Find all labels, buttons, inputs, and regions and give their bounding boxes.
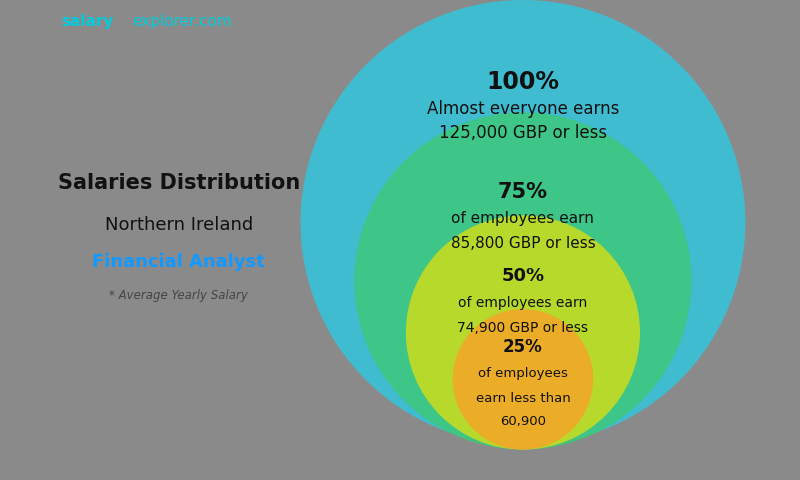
Text: 74,900 GBP or less: 74,900 GBP or less bbox=[458, 321, 589, 335]
Text: Salaries Distribution: Salaries Distribution bbox=[58, 173, 300, 192]
Text: 50%: 50% bbox=[502, 267, 545, 285]
Text: * Average Yearly Salary: * Average Yearly Salary bbox=[110, 288, 248, 301]
Text: 125,000 GBP or less: 125,000 GBP or less bbox=[439, 124, 607, 143]
Text: Northern Ireland: Northern Ireland bbox=[105, 216, 253, 234]
Circle shape bbox=[354, 112, 691, 450]
Circle shape bbox=[406, 216, 640, 450]
Text: of employees: of employees bbox=[478, 367, 568, 380]
Text: Financial Analyst: Financial Analyst bbox=[92, 253, 265, 271]
Text: of employees earn: of employees earn bbox=[458, 296, 587, 310]
Text: 75%: 75% bbox=[498, 182, 548, 202]
Text: 25%: 25% bbox=[503, 337, 543, 356]
Text: earn less than: earn less than bbox=[475, 392, 570, 405]
Text: 60,900: 60,900 bbox=[500, 415, 546, 428]
Text: salary: salary bbox=[62, 13, 114, 29]
Circle shape bbox=[453, 309, 593, 450]
Text: 100%: 100% bbox=[486, 70, 559, 94]
Text: Almost everyone earns: Almost everyone earns bbox=[426, 100, 619, 118]
Text: explorer.com: explorer.com bbox=[132, 13, 232, 29]
Text: of employees earn: of employees earn bbox=[451, 211, 594, 227]
Circle shape bbox=[301, 0, 746, 445]
Text: 85,800 GBP or less: 85,800 GBP or less bbox=[450, 236, 595, 251]
